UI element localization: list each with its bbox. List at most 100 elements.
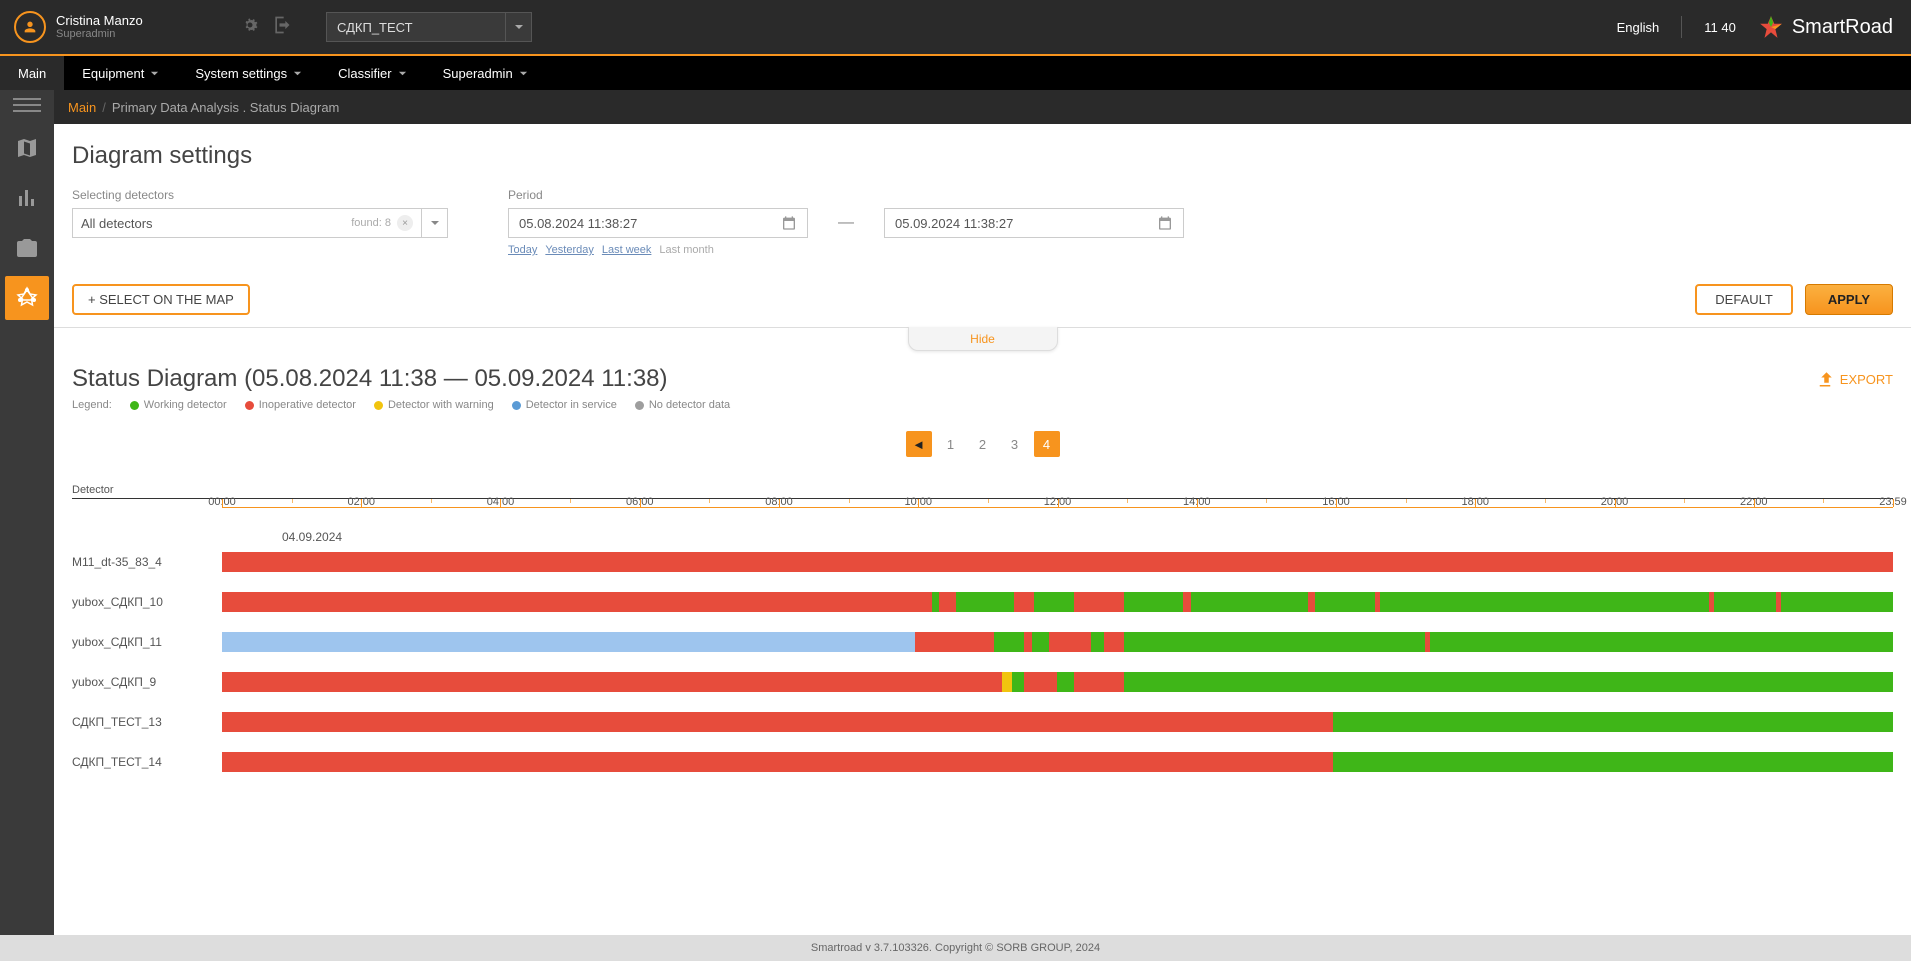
settings-title: Diagram settings [72,142,1893,170]
segment-working [1091,632,1104,652]
separator [1681,16,1682,38]
segment-working [1034,592,1074,612]
detectors-found: found: 8 [351,217,391,229]
quick-yesterday[interactable]: Yesterday [545,244,594,256]
legend-item: Detector with warning [374,399,494,411]
sidebar [0,90,54,935]
date-to-value: 05.09.2024 11:38:27 [895,216,1013,231]
diagram-title: Status Diagram (05.08.2024 11:38 — 05.09… [72,365,668,393]
chart-row-label: СДКП_ТЕСТ_13 [72,715,222,729]
pager-page-2[interactable]: 2 [970,431,996,457]
segment-inoperative [1074,592,1124,612]
pager-prev[interactable]: ◄ [906,431,932,457]
chart-row-label: yubox_СДКП_9 [72,675,222,689]
chart-bar [222,712,1893,732]
brand: SmartRoad [1758,14,1893,40]
logout-icon[interactable] [272,15,292,40]
segment-inoperative [222,712,1333,732]
settings-panel: Diagram settings Selecting detectors All… [54,124,1911,327]
avatar[interactable] [14,11,46,43]
chart-row-label: yubox_СДКП_10 [72,595,222,609]
chart-date: 04.09.2024 [282,530,1893,544]
hide-toggle[interactable]: Hide [908,327,1058,351]
context-selector-chevron[interactable] [506,12,532,42]
segment-working [1333,752,1893,772]
quick-links: Today Yesterday Last week Last month [508,244,1184,256]
quick-last-week[interactable]: Last week [602,244,652,256]
chart-row: yubox_СДКП_9 [72,672,1893,692]
sidebar-chart-button[interactable] [5,176,49,220]
chart-row: СДКП_ТЕСТ_14 [72,752,1893,772]
sidebar-camera-button[interactable] [5,226,49,270]
detectors-clear-icon[interactable]: × [397,215,413,231]
chart-bar [222,552,1893,572]
detectors-value: All detectors [81,216,153,231]
nav-system-settings[interactable]: System settings [177,56,320,90]
quick-today[interactable]: Today [508,244,537,256]
context-selector[interactable]: СДКП_ТЕСТ [326,12,506,42]
segment-working [1124,592,1182,612]
hamburger-icon[interactable] [13,98,41,112]
legend: Legend: Working detectorInoperative dete… [54,399,1911,425]
segment-working [1333,712,1893,732]
footer: Smartroad v 3.7.103326. Copyright © SORB… [0,935,1911,961]
segment-working [1124,632,1425,652]
segment-working [1057,672,1074,692]
segment-inoperative [1104,632,1124,652]
date-from-value: 05.08.2024 11:38:27 [519,216,637,231]
language-toggle[interactable]: English [1617,20,1660,35]
segment-inoperative [1024,632,1032,652]
brand-name: SmartRoad [1792,16,1893,39]
segment-inoperative [222,752,1333,772]
apply-button[interactable]: APPLY [1805,284,1893,315]
date-from-input[interactable]: 05.08.2024 11:38:27 [508,208,808,238]
detectors-chevron[interactable] [422,208,448,238]
quick-last-month[interactable]: Last month [659,244,713,256]
date-to-input[interactable]: 05.09.2024 11:38:27 [884,208,1184,238]
chart-row: M11_dt-35_83_4 [72,552,1893,572]
legend-label: Legend: [72,399,112,411]
select-on-map-button[interactable]: + SELECT ON THE MAP [72,284,250,315]
export-button[interactable]: EXPORT [1816,370,1893,388]
segment-working [1191,592,1308,612]
calendar-icon [1157,215,1173,231]
segment-warning [1002,672,1012,692]
nav-classifier[interactable]: Classifier [320,56,424,90]
sidebar-diagram-button[interactable] [5,276,49,320]
chart: Detector 00:0002:0004:0006:0008:0010:001… [54,477,1911,812]
segment-working [1012,672,1024,692]
axis-label: Detector [72,484,222,496]
segment-working [994,632,1024,652]
sidebar-map-button[interactable] [5,126,49,170]
chart-row-label: M11_dt-35_83_4 [72,555,222,569]
user-role: Superadmin [56,28,143,41]
chart-bar [222,632,1893,652]
pager-page-4[interactable]: 4 [1034,431,1060,457]
segment-working [1032,632,1049,652]
breadcrumb-root[interactable]: Main [68,100,96,115]
pager-page-1[interactable]: 1 [938,431,964,457]
chart-bar [222,592,1893,612]
chart-row: СДКП_ТЕСТ_13 [72,712,1893,732]
segment-inoperative [222,672,1002,692]
nav-main[interactable]: Main [0,56,64,90]
context-selector-value: СДКП_ТЕСТ [337,20,413,35]
segment-inoperative [939,592,956,612]
date-dash: — [838,214,854,232]
legend-item: Working detector [130,399,227,411]
detectors-select[interactable]: All detectors found: 8 × [72,208,422,238]
segment-inoperative [1049,632,1091,652]
pager-page-3[interactable]: 3 [1002,431,1028,457]
segment-working [1430,632,1893,652]
default-button[interactable]: DEFAULT [1695,284,1793,315]
export-icon [1816,370,1834,388]
user-block: Cristina Manzo Superadmin [0,11,320,43]
gear-icon[interactable] [240,15,260,40]
detectors-label: Selecting detectors [72,188,448,202]
nav-superadmin[interactable]: Superadmin [425,56,546,90]
segment-inoperative [1183,592,1191,612]
breadcrumb: Main / Primary Data Analysis . Status Di… [54,90,1911,124]
segment-inoperative [915,632,994,652]
nav-equipment[interactable]: Equipment [64,56,177,90]
segment-service [222,632,915,652]
